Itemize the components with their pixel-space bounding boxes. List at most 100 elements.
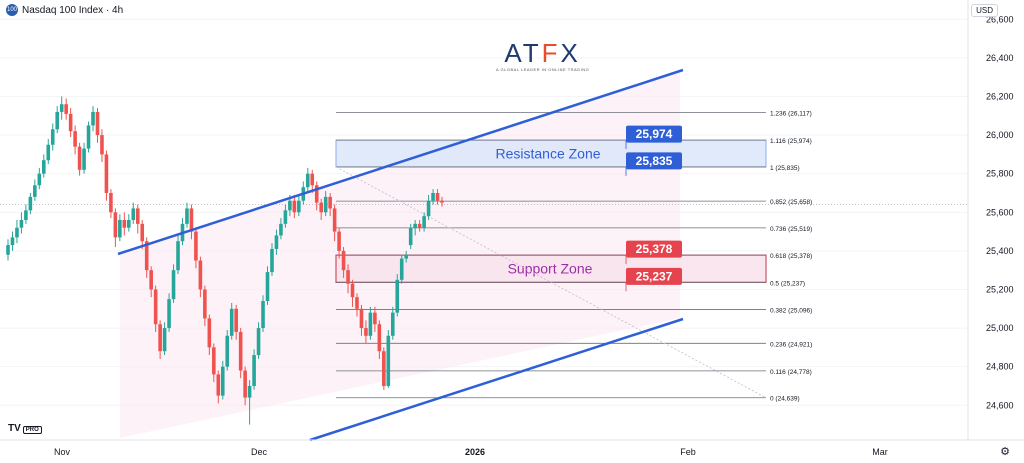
candle-body (373, 312, 377, 325)
currency-button[interactable]: USD (971, 4, 998, 17)
candle-body (194, 231, 198, 261)
y-tick-label: 25,000 (986, 323, 1014, 333)
candle-body (109, 192, 113, 213)
y-axis[interactable]: 24,600 24,800 25,000 25,200 25,400 25,600 25,8… (967, 0, 1014, 440)
fib-label: 0.382 (25,096) (770, 308, 812, 315)
candle-body (297, 200, 301, 213)
support-top-label-text: 25,378 (636, 242, 673, 256)
candle-body (189, 208, 194, 232)
zones: Resistance Zone Support Zone (335, 139, 767, 283)
y-tick-label: 26,600 (986, 14, 1014, 24)
candle-body (41, 160, 46, 174)
zone-labels: 25,974 25,835 25,378 25,237 (625, 125, 682, 292)
candle-body (288, 200, 292, 211)
support-zone (335, 254, 767, 283)
logo-text: ATFX (504, 38, 581, 68)
y-tick-label: 25,200 (986, 284, 1014, 294)
support-top-label-box (626, 240, 682, 258)
channel-shading (120, 70, 680, 438)
support-zone-label: Support Zone (508, 261, 593, 277)
channel-fill (120, 70, 680, 438)
y-tick-label: 26,400 (986, 53, 1014, 63)
candle-body (122, 220, 127, 228)
candle-body (319, 202, 323, 213)
symbol-badge: 100 (6, 4, 18, 16)
candle-body (95, 111, 100, 136)
candle-body (10, 237, 15, 246)
candle-body (238, 331, 243, 371)
resistance-bottom-label-box (626, 152, 682, 170)
candle-body (279, 223, 283, 236)
candlesticks (6, 96, 444, 425)
x-tick-label: Nov (54, 447, 71, 457)
candle-body (332, 208, 337, 232)
support-bottom-label-box (626, 267, 682, 285)
candle-body (198, 260, 203, 290)
candle-body (149, 270, 153, 290)
y-tick-label: 26,200 (986, 91, 1014, 101)
candle-body (243, 370, 247, 398)
candle-body (203, 289, 207, 319)
candle-body (426, 200, 431, 217)
candle-body (176, 241, 180, 271)
candle-body (100, 135, 104, 155)
gear-icon[interactable]: ⚙ (1000, 446, 1010, 458)
candle-body (314, 185, 319, 203)
fib-label: 1.236 (26,117) (770, 111, 812, 118)
candle-body (104, 154, 109, 193)
candle-body (144, 241, 149, 271)
candle-body (212, 347, 216, 375)
candle-body (404, 254, 409, 259)
resistance-bottom-label-text: 25,835 (636, 154, 673, 168)
fib-trend-line (335, 166, 767, 399)
candle-body (274, 235, 279, 249)
candle-body (359, 308, 364, 329)
candle-body (64, 104, 68, 114)
fibonacci-levels: 1.236 (26,117) 1.116 (25,974) 1 (25,835) 0.… (0, 111, 968, 403)
x-tick-label: 2026 (465, 447, 485, 457)
candle-body (292, 200, 297, 213)
candle-body (216, 374, 221, 396)
candle-body (158, 324, 162, 352)
logo-tagline: A GLOBAL LEADER IN ONLINE TRADING (496, 67, 590, 72)
support-bottom-label-text: 25,237 (636, 269, 673, 283)
candle-body (225, 335, 230, 367)
fib-label: 0 (24,639) (770, 396, 800, 403)
candle-body (382, 351, 386, 386)
candle-body (261, 301, 265, 329)
candle-body (247, 385, 252, 398)
candle-body (408, 227, 413, 246)
candle-body (131, 208, 136, 220)
candle-body (50, 129, 55, 145)
x-tick-label: Feb (680, 447, 696, 457)
candle-body (364, 328, 368, 336)
candle-body (140, 223, 145, 242)
candle-body (86, 125, 91, 149)
candle-body (399, 258, 404, 280)
candle-body (341, 250, 346, 271)
tradingview-watermark[interactable]: TV PRO (8, 423, 42, 434)
resistance-top-label-text: 25,974 (636, 127, 673, 141)
candle-body (350, 283, 355, 298)
candle-body (368, 312, 373, 336)
candle-body (15, 227, 19, 238)
x-axis[interactable]: Nov Dec 2026 Feb Mar (0, 439, 1024, 457)
candle-body (435, 192, 440, 201)
candle-body (171, 270, 176, 300)
fib-label: 0.236 (24,921) (770, 341, 812, 348)
y-tick-label: 26,000 (986, 130, 1014, 140)
resistance-zone-label: Resistance Zone (495, 146, 600, 162)
candle-body (283, 210, 288, 224)
candle-body (185, 208, 189, 224)
candle-body (68, 113, 73, 132)
candle-body (37, 173, 42, 186)
fib-label: 1.116 (25,974) (770, 138, 812, 145)
fib-label: 0.736 (25,519) (770, 226, 812, 233)
candle-body (73, 131, 77, 147)
fib-label: 0.618 (25,378) (770, 253, 812, 260)
candle-body (113, 212, 118, 238)
candle-body (256, 328, 261, 356)
candle-body (328, 196, 332, 209)
candle-body (417, 223, 422, 228)
